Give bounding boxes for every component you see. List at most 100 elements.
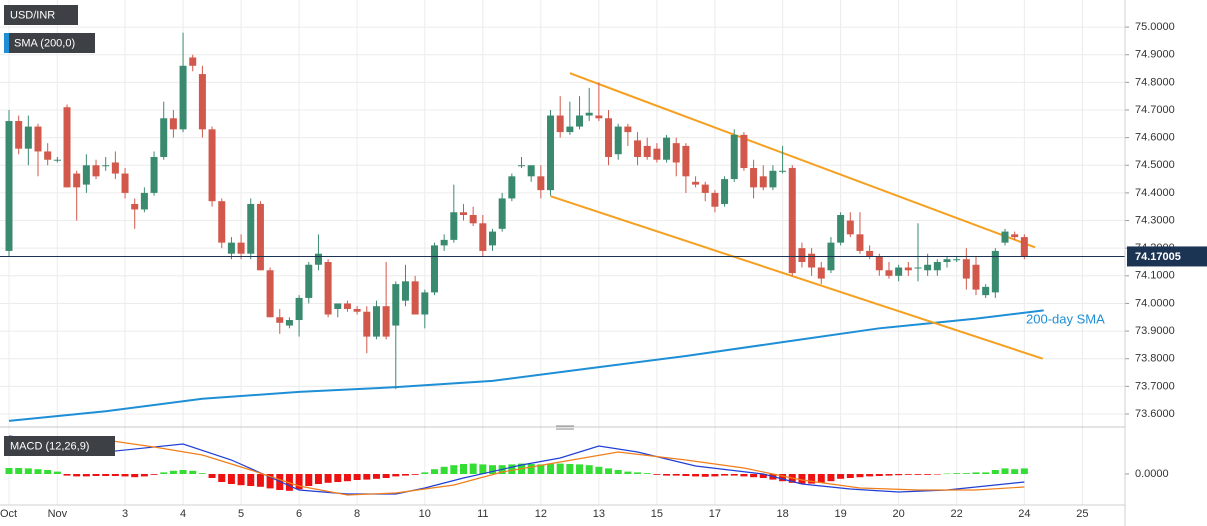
candle-body — [779, 170, 787, 172]
histogram-bar — [411, 474, 419, 475]
candle-body — [121, 173, 129, 193]
histogram-bar — [430, 469, 438, 474]
histogram-bar — [324, 474, 332, 483]
x-tick-label: 25 — [1076, 508, 1088, 520]
x-tick-label: 15 — [651, 508, 663, 520]
candle-body — [518, 165, 526, 167]
candle-body — [933, 261, 941, 271]
histogram-bar — [198, 473, 206, 474]
histogram-bar — [527, 464, 535, 474]
histogram-bar — [179, 470, 187, 474]
histogram-bar — [798, 474, 806, 484]
y-tick-label: 74.0000 — [1135, 297, 1175, 309]
candle-body — [721, 179, 729, 204]
legend-swatch — [4, 33, 9, 53]
macd-line — [9, 439, 1025, 496]
histogram-bar — [237, 474, 245, 486]
histogram-bar — [933, 474, 941, 475]
histogram-bar — [750, 474, 758, 478]
histogram-bar — [353, 474, 361, 480]
histogram-bar — [189, 470, 197, 474]
candle-body — [5, 121, 13, 251]
candle-body — [663, 137, 671, 160]
histogram-bar — [566, 464, 574, 474]
candle-body — [856, 234, 864, 251]
candle-body — [750, 168, 758, 188]
histogram-bar — [266, 474, 274, 489]
y-tick-label: 74.4000 — [1135, 187, 1175, 199]
candle-body — [63, 107, 71, 188]
histogram-bar — [779, 474, 787, 482]
histogram-bar — [885, 474, 893, 476]
histogram-bar — [401, 474, 409, 476]
candle-body — [866, 250, 874, 257]
histogram-bar — [150, 474, 158, 475]
histogram-bar — [846, 474, 854, 478]
histogram-bar — [382, 474, 390, 478]
histogram-bar — [5, 468, 13, 474]
candle-body — [769, 170, 777, 188]
histogram-bar — [208, 474, 216, 478]
trend-line — [550, 195, 1044, 360]
histogram-bar — [44, 470, 52, 474]
y-tick-label: 74.5000 — [1135, 159, 1175, 171]
histogram-bar — [63, 474, 71, 476]
histogram-bar — [759, 474, 767, 478]
candle-body — [382, 306, 390, 337]
histogram-bar — [866, 474, 874, 477]
candle-body — [198, 74, 206, 130]
histogram-bar — [982, 472, 990, 474]
candle-body — [885, 270, 893, 276]
candle-body — [972, 264, 980, 290]
histogram-bar — [730, 474, 738, 476]
y-tick-label: 73.8000 — [1135, 353, 1175, 365]
candle-body — [218, 201, 226, 243]
histogram-bar — [92, 474, 100, 476]
indicator-title: MACD (12,26,9) — [10, 440, 89, 452]
x-tick-label: 22 — [951, 508, 963, 520]
histogram-bar — [643, 473, 651, 474]
histogram-bar — [711, 474, 719, 477]
candle-body — [1011, 234, 1019, 238]
candle-body — [817, 267, 825, 279]
candle-body — [34, 126, 42, 152]
histogram-bar — [53, 471, 61, 474]
histogram-bar — [334, 474, 342, 482]
candle-body — [788, 168, 796, 274]
x-tick-label: 11 — [477, 508, 488, 520]
x-tick-label: 18 — [776, 508, 788, 520]
histogram-bar — [363, 474, 371, 480]
indicator-box — [4, 436, 115, 456]
candle-body — [247, 203, 255, 254]
histogram-bar — [1001, 468, 1009, 474]
histogram-bar — [924, 474, 932, 475]
histogram-bar — [692, 474, 700, 477]
last-price-label: 74.17005 — [1135, 251, 1181, 263]
candle-body — [759, 176, 767, 188]
histogram-bar — [895, 474, 903, 476]
histogram-bar — [24, 468, 32, 474]
candle-body — [547, 115, 555, 191]
histogram-bar — [740, 474, 748, 477]
candle-body — [305, 264, 313, 298]
histogram-bar — [295, 474, 303, 490]
histogram-bar — [904, 474, 912, 475]
histogram-bar — [943, 473, 951, 475]
histogram-bar — [576, 464, 584, 474]
marks-layer — [0, 32, 1125, 496]
histogram-bar — [440, 466, 448, 474]
candle-body — [740, 134, 748, 169]
legend-box — [4, 33, 95, 53]
x-tick-label: 24 — [1018, 508, 1030, 520]
x-tick-label: Oct — [0, 508, 17, 520]
histogram-bar — [837, 474, 845, 479]
candle-body — [624, 126, 632, 133]
candle-body — [469, 215, 477, 224]
candle-body — [208, 129, 216, 202]
candle-body — [131, 203, 139, 210]
histogram-bar — [247, 474, 255, 486]
candle-body — [614, 126, 622, 155]
candle-body — [556, 115, 564, 133]
x-tick-label: 8 — [354, 508, 360, 520]
candle-body — [643, 145, 651, 157]
